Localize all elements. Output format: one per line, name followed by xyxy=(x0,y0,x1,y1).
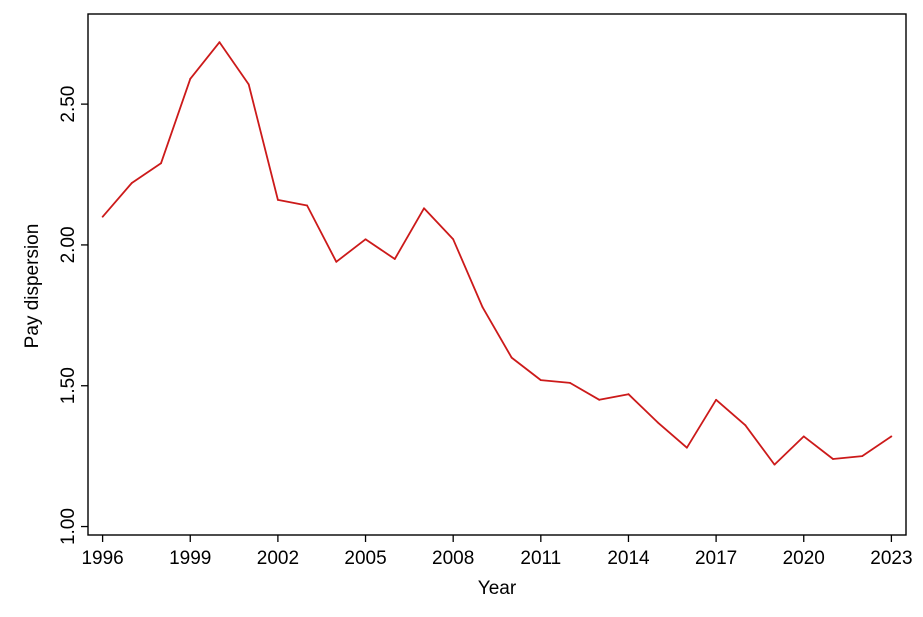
x-tick-label: 2020 xyxy=(783,548,825,569)
data-point xyxy=(423,207,425,210)
data-point xyxy=(335,260,338,263)
series-layer xyxy=(101,41,893,466)
y-tick-label: 2.50 xyxy=(58,86,79,123)
x-tick-label: 2008 xyxy=(432,548,474,569)
x-tick-label: 1996 xyxy=(81,548,123,569)
x-tick-label: 1999 xyxy=(169,548,211,569)
data-point xyxy=(802,435,805,438)
data-point xyxy=(306,204,309,207)
data-point xyxy=(510,356,513,359)
data-point xyxy=(539,379,542,382)
data-point xyxy=(160,162,162,165)
data-point xyxy=(189,77,192,80)
x-tick-label: 2014 xyxy=(607,548,650,569)
data-point xyxy=(890,435,893,438)
data-point xyxy=(364,238,367,241)
data-point xyxy=(247,83,250,86)
x-tick-label: 2011 xyxy=(520,548,561,569)
data-point xyxy=(130,182,133,184)
series-line xyxy=(101,41,892,466)
y-tick-label: 1.50 xyxy=(58,367,79,404)
data-point xyxy=(598,398,601,401)
data-point xyxy=(627,393,630,396)
data-point xyxy=(715,398,718,401)
x-tick-label: 2023 xyxy=(870,548,912,569)
data-point xyxy=(569,382,571,384)
data-point xyxy=(656,421,659,424)
x-tick-label: 2017 xyxy=(695,548,737,569)
data-point xyxy=(481,305,484,308)
y-tick-label: 1.00 xyxy=(58,508,79,545)
data-point xyxy=(276,198,279,201)
data-point xyxy=(773,463,776,466)
data-point xyxy=(393,258,396,260)
data-point xyxy=(685,446,688,449)
data-point xyxy=(218,41,221,44)
y-axis: 1.00 1.50 2.00 2.50 xyxy=(58,86,88,545)
x-tick-label: 2005 xyxy=(344,548,386,569)
y-axis-label: Pay dispersion xyxy=(22,224,43,349)
data-point xyxy=(832,458,834,460)
plot-frame xyxy=(87,13,907,536)
x-axis-label: Year xyxy=(478,578,517,599)
data-point xyxy=(861,455,864,458)
x-tick-label: 2002 xyxy=(257,548,299,569)
data-point xyxy=(101,215,104,218)
x-axis: 1996 1999 2002 2005 2008 2011 2014 2017 2020 2023 xyxy=(81,535,913,569)
data-point xyxy=(452,238,455,241)
y-tick-label: 2.00 xyxy=(58,226,79,263)
data-point xyxy=(744,424,747,427)
